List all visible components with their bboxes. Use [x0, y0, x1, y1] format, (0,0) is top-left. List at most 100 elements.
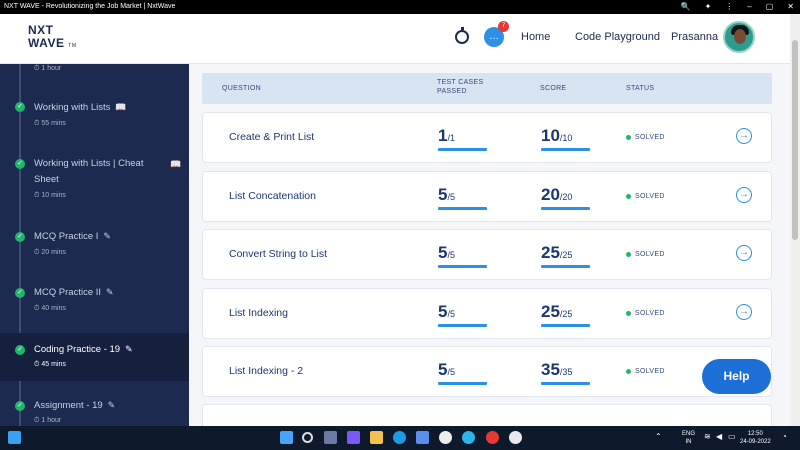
user-name[interactable]: Prasanna — [671, 31, 719, 43]
minimize-button[interactable]: – — [747, 2, 752, 11]
edge-icon[interactable] — [393, 431, 406, 444]
chrome-icon[interactable] — [462, 431, 475, 444]
status-badge: SOLVED — [626, 251, 665, 258]
opera-icon[interactable] — [486, 431, 499, 444]
completed-check-icon: ✓ — [15, 102, 25, 112]
arrow-right-icon[interactable]: → — [736, 245, 752, 261]
volume-icon[interactable]: ◀ — [716, 432, 723, 441]
windows-start-icon[interactable] — [280, 431, 293, 444]
sidebar-item-title: MCQ Practice I ✎ — [34, 228, 111, 245]
score: 20/20 — [541, 185, 572, 205]
task-view-icon[interactable] — [324, 431, 337, 444]
avatar[interactable] — [723, 21, 755, 53]
language-indicator[interactable]: ENG IN — [682, 430, 695, 446]
extensions-icon[interactable]: ✦ — [704, 2, 712, 11]
completed-check-icon: ✓ — [15, 345, 25, 355]
question-name: Create & Print List — [229, 131, 315, 143]
sidebar-item-working-with-lists[interactable]: ✓ Working with Lists 📖 ⏱ 55 mins — [0, 96, 189, 136]
wifi-icon[interactable]: ≋ — [704, 432, 711, 441]
table-row[interactable]: List Concatenation 5/5 20/20 SOLVED → — [202, 171, 772, 222]
browser-app-icon[interactable] — [509, 431, 522, 444]
clock[interactable]: 12:50 24-09-2022 — [740, 430, 771, 446]
lang-line1: ENG — [682, 431, 696, 437]
score-value: 25 — [541, 302, 560, 321]
search-icon[interactable] — [302, 432, 313, 443]
sidebar-item-time: ⏱ 1 hour — [34, 417, 62, 424]
sidebar-item-time: ⏱ 10 mins — [34, 192, 66, 199]
chat-bubble-glyph: … — [489, 31, 499, 42]
completed-check-icon: ✓ — [15, 159, 25, 169]
table-row[interactable]: List Indexing 5/5 25/25 SOLVED → — [202, 288, 772, 339]
passed-value: 5 — [438, 243, 448, 262]
score-value: 20 — [541, 185, 560, 204]
tests-progress-bar — [438, 148, 487, 151]
close-button[interactable]: ✕ — [787, 2, 794, 11]
header-passed: PASSED — [437, 88, 467, 95]
sidebar-item-prev[interactable]: ⏱ 1 hour — [0, 64, 189, 78]
score: 25/25 — [541, 243, 572, 263]
score-value: 25 — [541, 243, 560, 262]
passed-total: /5 — [447, 192, 455, 202]
score-total: /35 — [559, 367, 573, 377]
github-icon[interactable] — [439, 431, 452, 444]
nav-home-link[interactable]: Home — [521, 31, 551, 43]
windows-taskbar: ⌃ ENG IN ≋ ◀ ▭ 12:50 24-09-2022 ◔ — [0, 426, 800, 450]
sidebar-item-coding-practice-19[interactable]: ✓ Coding Practice - 19 ✎ ⏱ 45 mins — [0, 333, 189, 381]
store-icon[interactable] — [416, 431, 429, 444]
edit-icon: ✎ — [125, 344, 133, 354]
page-scrollbar[interactable] — [790, 14, 800, 426]
help-button[interactable]: Help — [702, 359, 771, 394]
title-text: Coding Practice - 19 — [34, 344, 121, 355]
sidebar-item-assignment-19[interactable]: ✓ Assignment - 19 ✎ ⏱ 1 hour — [0, 397, 189, 426]
table-header: QUESTION TEST CASES PASSED SCORE STATUS — [202, 73, 772, 104]
table-row[interactable]: Create & Print List 1/1 10/10 SOLVED → — [202, 112, 772, 163]
arrow-right-icon[interactable]: → — [736, 128, 752, 144]
clock-date: 24-09-2022 — [740, 439, 771, 445]
stopwatch-icon[interactable] — [455, 27, 469, 44]
teams-chat-icon[interactable] — [347, 431, 360, 444]
passed-total: /5 — [447, 367, 455, 377]
tests-progress-bar — [438, 324, 487, 327]
window-title: NXT WAVE - Revolutionizing the Job Marke… — [4, 3, 176, 10]
chat-icon[interactable]: … 7 — [484, 21, 509, 47]
passed-value: 5 — [438, 302, 448, 321]
zoom-icon[interactable]: 🔍 — [680, 2, 691, 11]
notifications-icon[interactable]: ◔ — [782, 432, 787, 441]
sidebar-item-cheat-sheet[interactable]: ✓ Working with Lists | Cheat Sheet 📖 ⏱ 1… — [0, 156, 189, 204]
sidebar-item-mcq-practice-2[interactable]: ✓ MCQ Practice II ✎ ⏱ 40 mins — [0, 284, 189, 318]
tray-chevron-icon[interactable]: ⌃ — [655, 432, 662, 441]
completed-check-icon: ✓ — [15, 288, 25, 298]
title-text: MCQ Practice II — [34, 287, 102, 298]
notification-badge: 7 — [498, 21, 509, 32]
tests-progress-bar — [438, 265, 487, 268]
status-badge: SOLVED — [626, 193, 665, 200]
tests-passed: 5/5 — [438, 360, 455, 380]
scrollbar-thumb[interactable] — [792, 40, 798, 240]
nav-code-playground-link[interactable]: Code Playground — [575, 31, 661, 43]
logo-line1: NXT — [28, 23, 54, 37]
file-explorer-icon[interactable] — [370, 431, 383, 444]
maximize-button[interactable]: ▢ — [765, 2, 774, 11]
status-text: SOLVED — [635, 368, 665, 375]
passed-total: /1 — [447, 133, 455, 143]
header-test-cases: TEST CASES — [437, 79, 484, 86]
nxtwave-logo[interactable]: NXT WAVE TM — [28, 24, 77, 53]
widgets-icon[interactable] — [8, 431, 21, 444]
sidebar-item-mcq-practice-1[interactable]: ✓ MCQ Practice I ✎ ⏱ 20 mins — [0, 228, 189, 262]
completed-check-icon: ✓ — [15, 232, 25, 242]
arrow-right-icon[interactable]: → — [736, 187, 752, 203]
arrow-right-icon[interactable]: → — [736, 304, 752, 320]
title-text: Working with Lists — [34, 102, 111, 113]
score: 25/25 — [541, 302, 572, 322]
sidebar-item-title: Working with Lists 📖 — [34, 99, 127, 116]
status-text: SOLVED — [635, 134, 665, 141]
table-row[interactable]: Convert String to List 5/5 25/25 SOLVED … — [202, 229, 772, 280]
title-text: MCQ Practice I — [34, 231, 99, 242]
more-icon[interactable]: ⋮ — [725, 2, 734, 11]
table-row-partial[interactable] — [202, 404, 772, 426]
table-row[interactable]: List Indexing - 2 5/5 35/35 SOLVED — [202, 346, 772, 397]
clock-time: 12:50 — [747, 431, 763, 437]
battery-icon[interactable]: ▭ — [728, 432, 736, 441]
tests-passed: 1/1 — [438, 126, 455, 146]
score-value: 10 — [541, 126, 560, 145]
